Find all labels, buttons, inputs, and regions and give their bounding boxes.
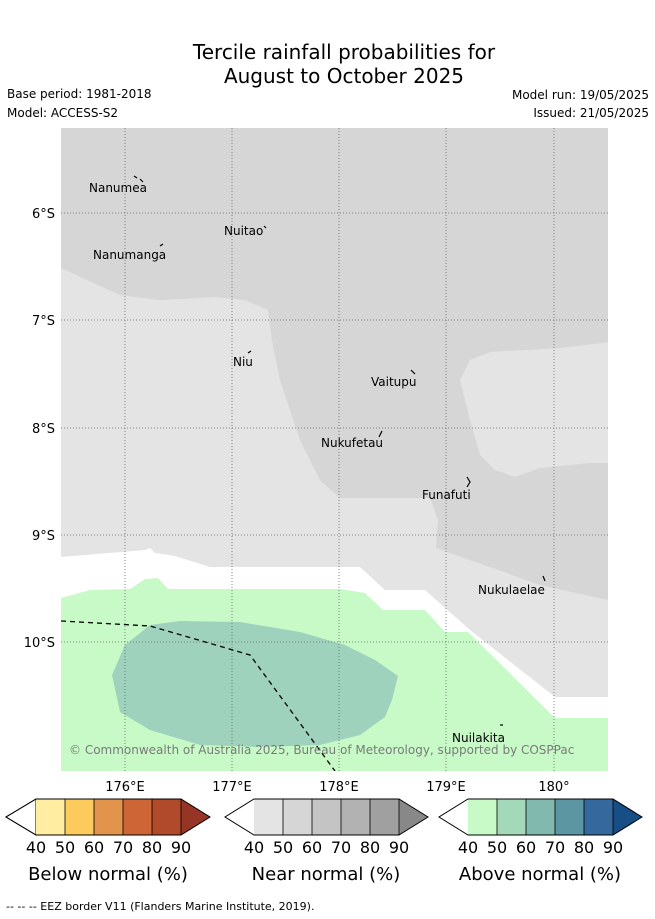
above-normal-60-region	[112, 621, 398, 747]
colorbar-near-swatch-4	[370, 799, 399, 835]
island-niu	[247, 350, 252, 354]
colorbar-near-swatch-0	[254, 799, 283, 835]
colorbar-near-tick-80: 80	[360, 838, 380, 857]
colorbar-near-tick-50: 50	[273, 838, 293, 857]
colorbar-above-tick-60: 60	[516, 838, 536, 857]
map-area: Nanumea Nuitao Nanumanga Niu Vaitupu Nuk…	[61, 128, 608, 771]
colorbar-near-tick-40: 40	[244, 838, 264, 857]
colorbar-near-swatch-2	[312, 799, 341, 835]
colorbar-below-tick-70: 70	[113, 838, 133, 857]
colorbar-below-swatch-3	[123, 799, 152, 835]
title-line-1: Tercile rainfall probabilities for	[192, 40, 496, 64]
colorbar-below-tick-60: 60	[84, 838, 104, 857]
colorbar-below-low-extend	[5, 798, 37, 836]
lat-label-6s: 6°S	[32, 207, 55, 222]
colorbar-below-swatch-1	[65, 799, 94, 835]
colorbar-below-tick-90: 90	[171, 838, 191, 857]
island-nanumea	[133, 175, 144, 183]
colorbar-above-tick-50: 50	[487, 838, 507, 857]
place-nuilakita: Nuilakita	[452, 731, 505, 745]
place-nanumanga: Nanumanga	[93, 248, 166, 262]
colorbar-near-tick-70: 70	[331, 838, 351, 857]
colorbar-near-high-extend	[399, 799, 428, 835]
lon-label-179: 179°E	[426, 780, 466, 795]
lat-label-10s: 10°S	[24, 636, 55, 651]
colorbar-below-tick-50: 50	[55, 838, 75, 857]
island-nukulaelae	[542, 575, 546, 582]
colorbar-above-tick-70: 70	[545, 838, 565, 857]
colorbar-near-swatch-1	[283, 799, 312, 835]
place-nanumea: Nanumea	[89, 181, 147, 195]
colorbar-near-tick-60: 60	[302, 838, 322, 857]
base-period: Base period: 1981-2018	[7, 87, 152, 101]
colorbar-above-title: Above normal (%)	[459, 864, 621, 885]
colorbar-near-normal: 40 50 60 70 80 90 Near normal (%)	[224, 798, 429, 885]
lon-label-180: 180°	[538, 780, 569, 795]
colorbar-above-swatch-2	[526, 799, 555, 835]
island-vaitupu	[410, 369, 416, 375]
lon-label-178: 178°E	[319, 780, 359, 795]
colorbar-above-dividers	[496, 799, 614, 835]
map-title: Tercile rainfall probabilities for Augus…	[0, 40, 655, 88]
colorbar-near-tick-90: 90	[389, 838, 409, 857]
place-funafuti: Funafuti	[422, 488, 471, 502]
colorbar-above-low-extend	[439, 799, 468, 835]
colorbar-above-high-extend	[613, 799, 642, 835]
colorbar-above-normal: 40 50 60 70 80 90 Above normal (%)	[438, 798, 643, 885]
colorbar-above-swatch-3	[555, 799, 584, 835]
colorbar-below-swatch-0	[36, 799, 65, 835]
colorbar-below-tick-80: 80	[142, 838, 162, 857]
place-nukulaelae: Nukulaelae	[478, 583, 545, 597]
title-line-2: August to October 2025	[223, 64, 465, 88]
colorbar-below-title: Below normal (%)	[28, 864, 188, 885]
colorbar-near-dividers	[282, 799, 400, 835]
lon-label-177: 177°E	[212, 780, 252, 795]
near-normal-40-region-east	[460, 342, 608, 477]
colorbar-below-swatch-2	[94, 799, 123, 835]
lat-label-7s: 7°S	[32, 314, 55, 329]
model-name: Model: ACCESS-S2	[7, 106, 119, 120]
issued-date: Issued: 21/05/2025	[533, 106, 649, 120]
copyright-notice: © Commonwealth of Australia 2025, Bureau…	[69, 743, 574, 757]
place-vaitupu: Vaitupu	[371, 375, 417, 389]
colorbar-below-dividers	[64, 799, 182, 835]
colorbar-near-title: Near normal (%)	[252, 864, 401, 885]
eez-border	[61, 620, 336, 771]
model-run: Model run: 19/05/2025	[511, 88, 649, 102]
colorbar-near-low-extend	[225, 799, 254, 835]
place-nukufetau: Nukufetau	[321, 436, 383, 450]
lat-label-9s: 9°S	[32, 529, 55, 544]
lat-label-8s: 8°S	[32, 422, 55, 437]
colorbar-above-tick-90: 90	[603, 838, 623, 857]
colorbar-below-high-extend	[181, 799, 210, 835]
island-nukufetau	[378, 430, 383, 438]
place-nuitao: Nuitao	[224, 224, 263, 238]
eez-legend-footer: -- -- -- EEZ border V11 (Flanders Marine…	[6, 900, 315, 913]
place-niu: Niu	[233, 355, 253, 369]
colorbar-above-tick-80: 80	[574, 838, 594, 857]
colorbar-above-swatch-4	[584, 799, 613, 835]
island-nuitao	[263, 225, 267, 229]
lon-label-176: 176°E	[105, 780, 145, 795]
near-normal-50-south-band	[61, 128, 608, 600]
colorbar-above-tick-40: 40	[458, 838, 478, 857]
colorbar-below-tick-40: 40	[26, 838, 46, 857]
island-nanumanga	[159, 243, 164, 247]
island-funafuti	[466, 476, 471, 488]
colorbar-near-swatch-3	[341, 799, 370, 835]
colorbar-below-swatch-4	[152, 799, 181, 835]
graticule	[61, 128, 608, 771]
colorbar-above-swatch-1	[497, 799, 526, 835]
islands	[133, 175, 546, 726]
colorbar-above-swatch-0	[468, 799, 497, 835]
colorbar-below-normal: 40 50 60 70 80 90 Below normal (%)	[5, 798, 211, 885]
